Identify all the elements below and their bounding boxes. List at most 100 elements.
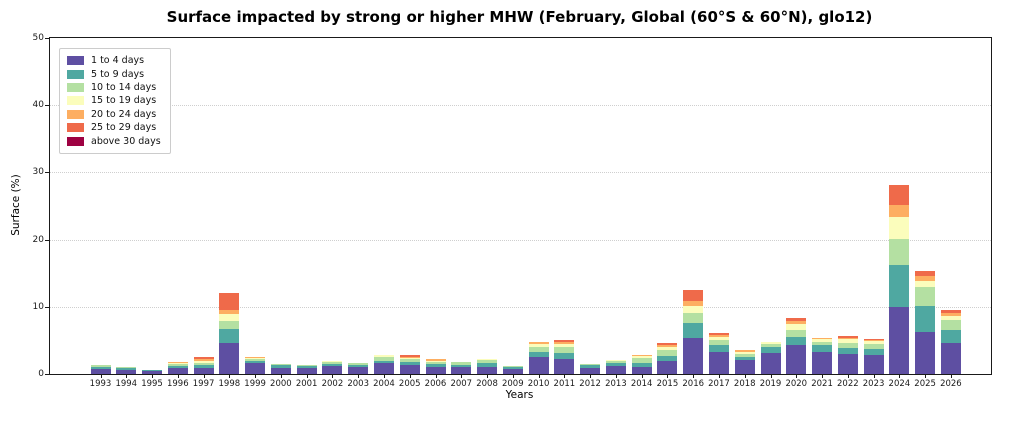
bar-segment	[915, 331, 936, 374]
bar-segment	[915, 275, 936, 281]
bar-segment	[580, 367, 601, 374]
bar-segment	[219, 328, 240, 344]
bar-segment	[528, 356, 549, 374]
bar-segment	[270, 367, 291, 374]
x-tick-mark	[512, 374, 514, 378]
legend-item: 20 to 24 days	[67, 108, 161, 121]
bar-segment	[760, 347, 781, 353]
bar-segment	[657, 347, 678, 351]
y-axis-label: Surface (%)	[10, 174, 22, 236]
bar-segment	[863, 338, 884, 340]
bar-segment	[734, 356, 755, 360]
legend-item: 10 to 14 days	[67, 81, 161, 94]
bar-segment	[760, 352, 781, 374]
bar-segment	[193, 362, 214, 365]
bar-segment	[193, 367, 214, 374]
x-tick-mark	[177, 374, 179, 378]
bar-segment	[477, 359, 498, 364]
bar-segment	[605, 362, 626, 366]
x-tick-mark	[255, 374, 257, 378]
bar-segment	[245, 363, 266, 374]
x-tick-label: 2019	[759, 379, 782, 389]
bar-segment	[554, 343, 575, 348]
bar-segment	[167, 362, 188, 364]
bar-segment	[167, 363, 188, 366]
x-tick-mark	[641, 374, 643, 378]
bar-segment	[812, 342, 833, 346]
bar-segment	[889, 185, 910, 206]
gridline	[50, 172, 991, 174]
bar-segment	[348, 363, 369, 365]
x-tick-label: 1993	[89, 379, 112, 389]
x-tick-label: 2014	[630, 379, 653, 389]
legend-swatch	[67, 109, 84, 119]
bar-segment	[373, 360, 394, 364]
x-tick-mark	[950, 374, 952, 378]
bar-segment	[837, 337, 858, 339]
bar-segment	[425, 360, 446, 362]
bar-segment	[631, 354, 652, 357]
x-tick-mark	[409, 374, 411, 378]
y-tick-mark	[45, 306, 49, 308]
bar-segment	[270, 363, 291, 366]
x-tick-label: 2011	[553, 379, 576, 389]
bar-segment	[631, 366, 652, 374]
y-tick-label: 10	[32, 301, 44, 312]
bar-segment	[889, 265, 910, 307]
x-tick-mark	[152, 374, 154, 378]
bar-segment	[786, 320, 807, 325]
x-tick-mark	[925, 374, 927, 378]
bar-segment	[863, 344, 884, 349]
bar-segment	[889, 306, 910, 374]
bar-segment	[116, 369, 137, 374]
x-tick-label: 2007	[450, 379, 473, 389]
bar-segment	[683, 312, 704, 323]
x-tick-mark	[615, 374, 617, 378]
bar-segment	[863, 340, 884, 345]
bar-segment	[116, 367, 137, 368]
x-tick-label: 2010	[527, 379, 550, 389]
legend-swatch	[67, 82, 84, 92]
bar-segment	[193, 358, 214, 361]
gridline	[50, 105, 991, 107]
bar-segment	[683, 306, 704, 313]
x-tick-label: 1994	[115, 379, 138, 389]
bar-segment	[786, 337, 807, 346]
bar-segment	[683, 322, 704, 339]
bar-segment	[219, 320, 240, 329]
bar-segment	[399, 364, 420, 374]
bar-segment	[683, 301, 704, 307]
chart-title: Surface impacted by strong or higher MHW…	[166, 8, 873, 26]
bar-segment	[399, 361, 420, 365]
bar-segment	[657, 350, 678, 356]
bar-segment	[451, 364, 472, 368]
bar-segment	[116, 367, 137, 370]
bar-segment	[451, 367, 472, 374]
bar-segment	[245, 359, 266, 362]
bar-segment	[708, 340, 729, 346]
bar-segment	[90, 368, 111, 374]
bar-segment	[889, 238, 910, 266]
x-tick-mark	[873, 374, 875, 378]
x-tick-mark	[280, 374, 282, 378]
bar-segment	[554, 358, 575, 374]
bar-segment	[425, 363, 446, 367]
bar-segment	[837, 336, 858, 338]
legend-item: 5 to 9 days	[67, 67, 161, 80]
bar-segment	[219, 313, 240, 321]
bar-segment	[837, 343, 858, 349]
bar-segment	[348, 367, 369, 374]
bar-segment	[348, 364, 369, 368]
y-tick-mark	[45, 374, 49, 375]
x-tick-label: 1995	[141, 379, 163, 389]
bar-segment	[863, 348, 884, 355]
y-tick-mark	[45, 38, 49, 39]
x-tick-mark	[796, 374, 798, 378]
x-tick-label: 1999	[244, 379, 266, 389]
bar-segment	[708, 332, 729, 336]
bar-segment	[425, 359, 446, 361]
x-tick-mark	[126, 374, 128, 378]
bar-segment	[708, 335, 729, 338]
bar-segment	[940, 309, 961, 313]
bar-segment	[167, 365, 188, 368]
